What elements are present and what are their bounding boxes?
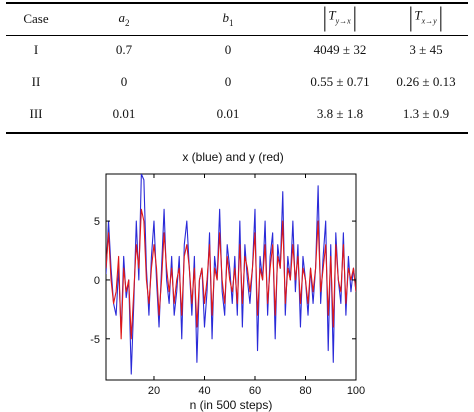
row-2-txy: 0.26 ± 0.13 [396, 74, 456, 89]
row-1-a2: 0.7 [115, 42, 133, 57]
chart-title: x (blue) and y (red) [182, 150, 283, 164]
x-axis-label: n (in 500 steps) [190, 398, 273, 412]
x-tick-label: 60 [249, 385, 261, 397]
header-t-y-to-x: Ty→x [324, 6, 356, 32]
y-tick-label: 5 [94, 216, 100, 228]
header-t-x-to-y: Tx→y [410, 6, 442, 32]
row-1-case: I [33, 42, 39, 57]
y-tick-label: 0 [94, 275, 100, 287]
table-top-rule [6, 2, 468, 4]
time-series-chart: x (blue) and y (red) 20 40 60 80 100 -5 0 5 n (… [90, 150, 365, 412]
y-tick-label: -5 [90, 334, 100, 346]
row-3-case: III [29, 106, 43, 121]
row-2-tyx: 0.55 ± 0.71 [310, 74, 370, 89]
x-tick-label: 20 [148, 385, 160, 397]
row-1-b1: 0 [224, 42, 232, 57]
row-3-a2: 0.01 [112, 106, 136, 121]
header-case: Case [23, 11, 49, 26]
x-tick-label: 80 [299, 385, 311, 397]
row-2-case: II [31, 74, 41, 89]
row-1-tyx: 4049 ± 32 [313, 42, 367, 57]
header-a2: a2 [118, 10, 130, 28]
x-tick-label: 100 [347, 385, 365, 397]
header-b1: b1 [222, 10, 234, 28]
results-table: Case a2 b1 Ty→x Tx→y I 0.7 0 4049 ± 32 3… [0, 0, 474, 134]
time-series-figure: x (blue) and y (red) 20 40 60 80 100 -5 0 5 n (… [0, 138, 474, 412]
row-3-b1: 0.01 [216, 106, 240, 121]
table-header-rule [6, 35, 468, 36]
table-bottom-rule [6, 132, 468, 134]
row-2-a2: 0 [120, 74, 128, 89]
row-3-txy: 1.3 ± 0.9 [402, 106, 450, 121]
row-2-b1: 0 [224, 74, 232, 89]
x-tick-label: 40 [198, 385, 210, 397]
series-line-y [106, 208, 356, 340]
row-3-tyx: 3.8 ± 1.8 [316, 106, 364, 121]
row-1-txy: 3 ± 45 [409, 42, 443, 57]
